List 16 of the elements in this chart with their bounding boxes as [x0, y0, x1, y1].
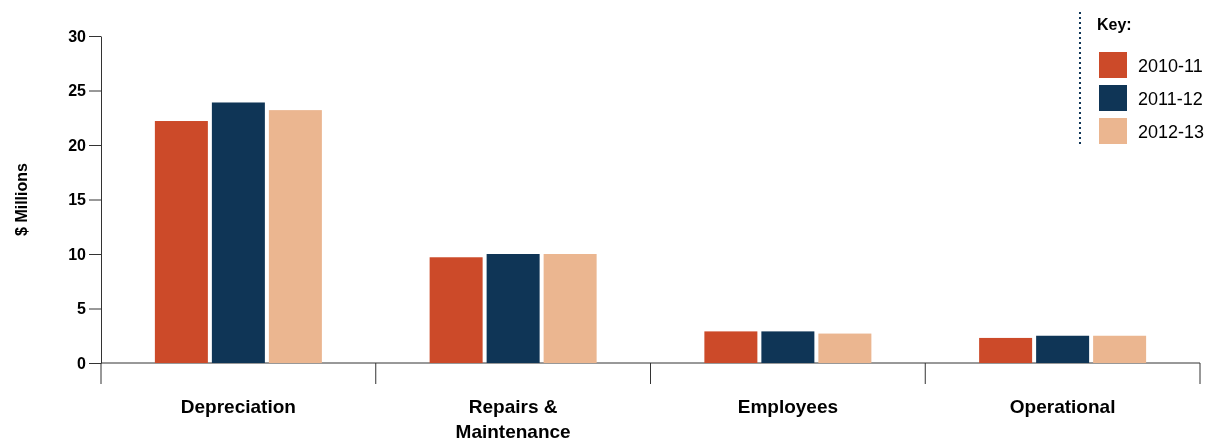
- x-tick-label: Operational: [1009, 396, 1116, 417]
- y-tick-label: 15: [68, 191, 87, 209]
- y-tick-label: 25: [68, 82, 87, 100]
- x-tick-label: Repairs & Maintenance: [455, 396, 571, 442]
- y-tick-label: 20: [68, 136, 87, 154]
- y-tick-label: 0: [77, 354, 87, 372]
- legend-title: Key:: [1097, 16, 1132, 33]
- x-tick-label: Depreciation: [180, 396, 296, 417]
- y-tick-label: 10: [68, 245, 87, 263]
- legend-label: 2011-12: [1138, 89, 1203, 109]
- x-tick-label: Employees: [737, 396, 839, 417]
- y-tick-label: 5: [77, 300, 87, 318]
- y-axis-title: $ Millions: [13, 162, 30, 236]
- legend-label: 2012-13: [1138, 122, 1205, 142]
- y-tick-label: 30: [68, 27, 87, 45]
- legend-label: 2010-11: [1138, 56, 1203, 76]
